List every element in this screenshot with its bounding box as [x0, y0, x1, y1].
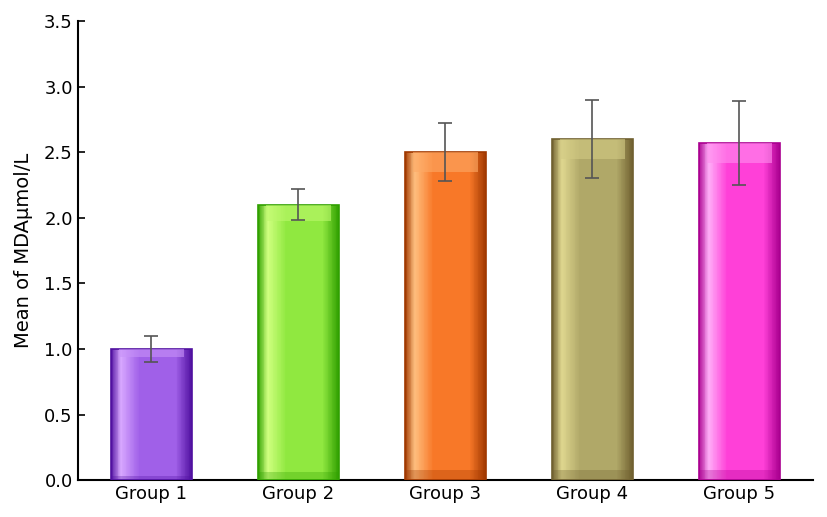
Bar [111, 349, 192, 480]
Bar [699, 143, 780, 480]
Bar [707, 143, 772, 163]
Bar [699, 470, 780, 480]
Bar [405, 470, 485, 480]
Bar [405, 152, 485, 480]
Bar [552, 470, 633, 480]
Bar [413, 152, 478, 172]
Bar [111, 476, 192, 480]
Bar [119, 349, 184, 357]
Y-axis label: Mean of MDAμmol/L: Mean of MDAμmol/L [14, 153, 33, 348]
Bar [258, 472, 339, 480]
Bar [258, 205, 339, 480]
Bar [552, 139, 633, 480]
Bar [560, 139, 624, 159]
Bar [266, 205, 331, 221]
